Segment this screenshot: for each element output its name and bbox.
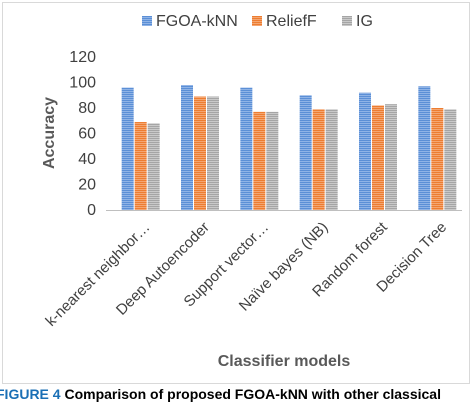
bar-ig — [147, 123, 160, 210]
bar-fgoa-knn — [359, 92, 371, 210]
bar-series — [121, 85, 457, 210]
y-tick-label: 60 — [78, 126, 96, 143]
legend-label: IG — [356, 13, 373, 30]
figure-label: FIGURE 4 — [0, 386, 61, 402]
y-tick-label: 20 — [78, 177, 96, 194]
bar-ig — [444, 109, 457, 210]
legend-swatch — [142, 16, 152, 26]
bar-relieff — [253, 111, 266, 210]
x-axis-title: Classifier models — [218, 353, 351, 370]
bar-fgoa-knn — [299, 95, 312, 210]
chart-legend: FGOA-kNN ReliefF IG — [142, 13, 373, 30]
y-axis-title: Accuracy — [41, 97, 58, 169]
figure-caption-text: Comparison of proposed FGOA-kNN with oth… — [64, 386, 441, 402]
legend-label: FGOA-kNN — [156, 13, 238, 30]
bar-relieff — [194, 96, 206, 210]
bar-relieff — [312, 109, 325, 210]
y-tick-label: 120 — [69, 49, 96, 66]
x-axis-categories: k-nearest neighbor…Deep AutoencoderSuppo… — [42, 218, 450, 330]
bar-ig — [385, 104, 397, 210]
bar-ig — [207, 96, 219, 210]
legend-swatch — [252, 16, 262, 26]
legend-swatch — [342, 16, 352, 26]
y-tick-label: 40 — [78, 151, 96, 168]
bar-relieff — [372, 105, 384, 210]
y-axis-ticks: 0 20 40 60 80 100 120 — [69, 49, 96, 219]
y-tick-label: 80 — [78, 100, 96, 117]
bar-relieff — [134, 122, 147, 210]
bar-fgoa-knn — [181, 85, 193, 210]
bar-fgoa-knn — [121, 87, 134, 210]
bar-ig — [266, 111, 279, 210]
legend-label: ReliefF — [266, 13, 317, 30]
bar-fgoa-knn — [418, 86, 431, 210]
figure-caption: FIGURE 4 Comparison of proposed FGOA-kNN… — [0, 386, 474, 402]
x-category-label: k-nearest neighbor… — [42, 219, 153, 330]
y-tick-label: 100 — [69, 75, 96, 92]
bar-fgoa-knn — [240, 87, 253, 210]
bar-relieff — [431, 108, 444, 210]
bar-ig — [325, 109, 338, 210]
y-tick-label: 0 — [87, 202, 96, 219]
